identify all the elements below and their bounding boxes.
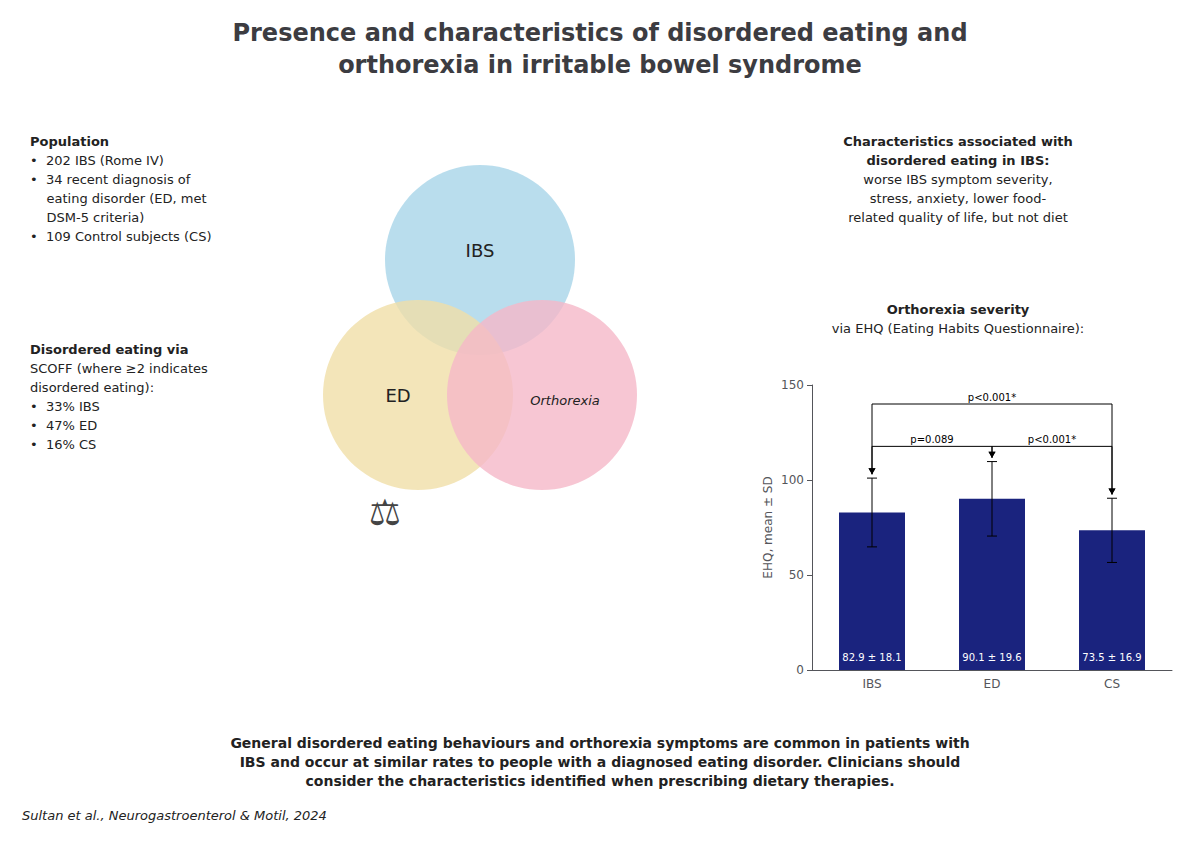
svg-text:• 202 IBS (Rome IV): • 202 IBS (Rome IV) xyxy=(30,153,164,168)
svg-text:Population: Population xyxy=(30,134,109,149)
svg-text:IBS: IBS xyxy=(862,677,881,691)
svg-text:p=0.089: p=0.089 xyxy=(910,434,953,445)
svg-text:EHQ, mean ± SD: EHQ, mean ± SD xyxy=(761,476,775,578)
svg-text:• 16% CS: • 16% CS xyxy=(30,437,96,452)
svg-text:consider the characteristics i: consider the characteristics identified … xyxy=(306,773,895,789)
svg-text:Orthorexia severity: Orthorexia severity xyxy=(887,302,1030,317)
svg-text:50: 50 xyxy=(789,568,804,582)
svg-text:ED: ED xyxy=(385,385,410,406)
svg-text:via EHQ (Eating Habits Questio: via EHQ (Eating Habits Questionnaire): xyxy=(832,321,1084,336)
svg-text:ED: ED xyxy=(984,677,1001,691)
svg-text:0: 0 xyxy=(796,663,804,677)
svg-text:IBS: IBS xyxy=(466,240,495,261)
svg-text:73.5 ± 16.9: 73.5 ± 16.9 xyxy=(1082,652,1141,663)
svg-text:CS: CS xyxy=(1104,677,1120,691)
svg-text:p<0.001*: p<0.001* xyxy=(1028,434,1076,445)
svg-text:disordered eating):: disordered eating): xyxy=(30,380,154,395)
svg-text:⚖: ⚖ xyxy=(369,492,401,533)
svg-text:stress, anxiety, lower food-: stress, anxiety, lower food- xyxy=(870,191,1047,206)
svg-text:Sultan et al., Neurogastroente: Sultan et al., Neurogastroenterol & Moti… xyxy=(22,808,327,823)
svg-text:150: 150 xyxy=(781,378,804,392)
svg-text:• 33% IBS: • 33% IBS xyxy=(30,399,100,414)
svg-text:SCOFF (where ≥2 indicates: SCOFF (where ≥2 indicates xyxy=(30,361,208,376)
svg-text:• 109 Control subjects (CS): • 109 Control subjects (CS) xyxy=(30,229,212,244)
svg-text:eating disorder (ED, met: eating disorder (ED, met xyxy=(30,191,207,206)
svg-text:100: 100 xyxy=(781,473,804,487)
svg-text:Orthorexia: Orthorexia xyxy=(530,393,600,408)
svg-text:IBS and occur at similar rates: IBS and occur at similar rates to people… xyxy=(240,754,961,770)
svg-text:Disordered eating via: Disordered eating via xyxy=(30,342,189,357)
svg-text:Characteristics associated wit: Characteristics associated with xyxy=(843,134,1073,149)
svg-text:• 47% ED: • 47% ED xyxy=(30,418,97,433)
svg-text:p<0.001*: p<0.001* xyxy=(968,392,1016,403)
svg-text:worse IBS symptom severity,: worse IBS symptom severity, xyxy=(863,172,1052,187)
svg-text:90.1 ± 19.6: 90.1 ± 19.6 xyxy=(962,652,1021,663)
svg-text:82.9 ± 18.1: 82.9 ± 18.1 xyxy=(842,652,901,663)
svg-text:General disordered eating beha: General disordered eating behaviours and… xyxy=(230,735,969,751)
svg-text:orthorexia in irritable bowel: orthorexia in irritable bowel syndrome xyxy=(338,51,862,79)
svg-text:• 34 recent diagnosis of: • 34 recent diagnosis of xyxy=(30,172,191,187)
svg-text:disordered eating in IBS:: disordered eating in IBS: xyxy=(867,153,1050,168)
svg-text:DSM-5 criteria): DSM-5 criteria) xyxy=(30,210,144,225)
svg-text:Presence and characteristics o: Presence and characteristics of disorder… xyxy=(232,19,967,47)
svg-text:related quality of life, but n: related quality of life, but not diet xyxy=(848,210,1068,225)
